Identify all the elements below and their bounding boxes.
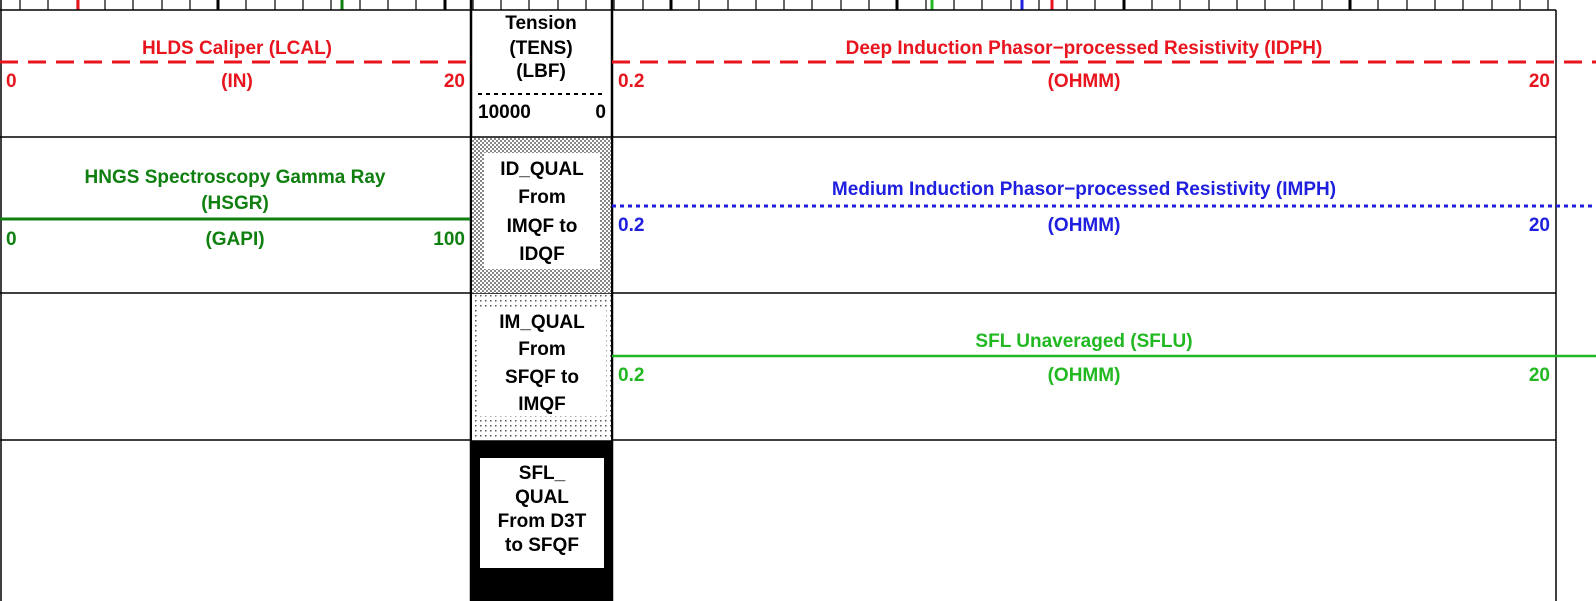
label-box	[484, 153, 600, 269]
curve-unit: (IN)	[221, 71, 253, 92]
curve-title: HNGS Spectroscopy Gamma Ray	[85, 167, 386, 188]
flag-label: From	[518, 339, 566, 360]
flag-label: IDQF	[519, 244, 564, 265]
scale-min: 0	[6, 71, 17, 92]
curve-title: (TENS)	[509, 38, 572, 59]
curve-title: (HSGR)	[201, 193, 269, 214]
scale-max: 20	[1529, 71, 1550, 92]
curve-unit: (LBF)	[516, 61, 566, 82]
scale-max: 20	[444, 71, 465, 92]
scale-max: 0	[595, 102, 606, 123]
curve-unit: (OHMM)	[1048, 365, 1121, 386]
scale-max: 100	[433, 229, 465, 250]
scale-max: 20	[1529, 215, 1550, 236]
scale-min: 0.2	[618, 365, 644, 386]
flag-label: IM_QUAL	[499, 312, 585, 333]
flag-label: SFL_	[519, 463, 566, 484]
scale-min: 0.2	[618, 71, 644, 92]
flag-label: IMQF to	[507, 216, 578, 237]
flag-label: to SFQF	[505, 535, 579, 556]
flag-label: IMQF	[518, 394, 566, 415]
curve-title: Medium Induction Phasor−processed Resist…	[832, 179, 1336, 200]
flag-label: From D3T	[498, 511, 587, 532]
curve-title: Tension	[505, 13, 576, 34]
curve-title: SFL Unaveraged (SFLU)	[975, 331, 1192, 352]
flag-label: From	[518, 187, 566, 208]
curve-unit: (GAPI)	[205, 229, 264, 250]
flag-label: QUAL	[515, 487, 569, 508]
frame	[0, 0, 1557, 601]
label-box	[478, 310, 606, 416]
curve-title: Deep Induction Phasor−processed Resistiv…	[846, 38, 1323, 59]
curve-unit: (OHMM)	[1048, 215, 1121, 236]
scale-min: 0.2	[618, 215, 644, 236]
flag-label: SFQF to	[505, 367, 579, 388]
scale-min: 10000	[478, 102, 531, 123]
curve-unit: (OHMM)	[1048, 71, 1121, 92]
curve-title: HLDS Caliper (LCAL)	[142, 38, 332, 59]
scale-min: 0	[6, 229, 17, 250]
label-box	[480, 458, 604, 568]
flag-label: ID_QUAL	[500, 159, 584, 180]
depth-ticks	[19, 0, 1549, 10]
scale-max: 20	[1529, 365, 1550, 386]
